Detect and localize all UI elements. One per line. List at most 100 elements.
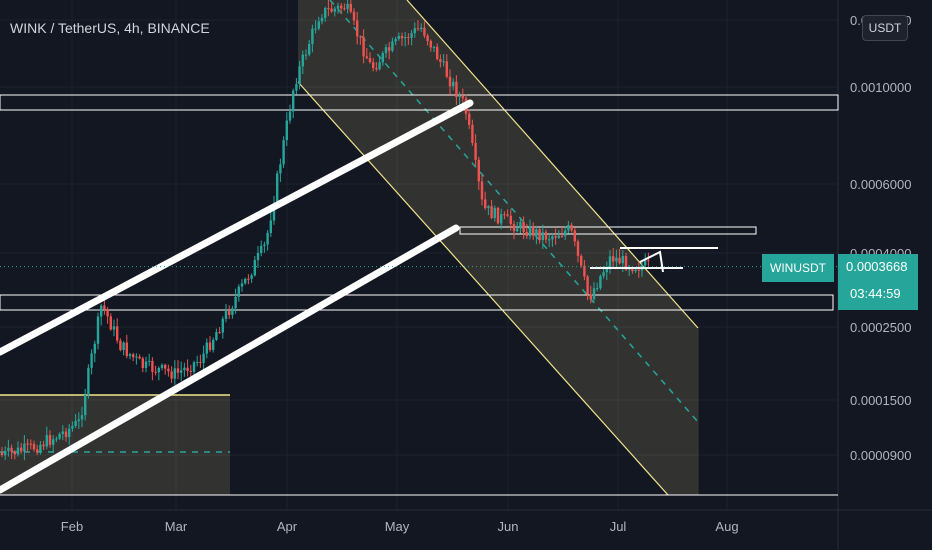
candle — [71, 425, 74, 429]
candle — [436, 46, 439, 60]
candle — [122, 342, 125, 351]
y-tick-label: 0.0001500 — [850, 393, 911, 408]
candle — [234, 296, 237, 309]
candle — [432, 46, 436, 48]
last-price-tag: 0.0003668 03:44:59 — [838, 254, 918, 310]
candle — [375, 67, 378, 70]
candle — [496, 207, 500, 224]
candle — [160, 364, 164, 369]
candle — [442, 61, 445, 63]
candle — [394, 38, 397, 42]
candle — [420, 27, 423, 30]
candle — [295, 83, 298, 91]
candle — [583, 265, 586, 277]
candle — [538, 229, 541, 241]
time-axis[interactable]: Feb Mar Apr May Jun Jul Aug — [61, 519, 739, 534]
overlay-layer[interactable] — [0, 99, 838, 494]
symbol-tag: WINUSDT — [762, 254, 834, 282]
candle — [599, 276, 602, 289]
candle — [106, 309, 109, 317]
candle — [292, 90, 295, 112]
candle — [199, 361, 202, 363]
candle — [285, 120, 288, 141]
candle — [128, 354, 132, 357]
candle — [288, 111, 292, 121]
candle — [282, 140, 285, 165]
candle — [84, 394, 87, 416]
price-axis[interactable]: 0.00140000.00100000.00060000.00040000.00… — [850, 13, 911, 463]
candle — [548, 239, 551, 241]
candle — [580, 255, 583, 266]
candle — [413, 28, 416, 34]
candle — [23, 443, 26, 452]
candle — [317, 21, 320, 29]
candle — [426, 35, 429, 41]
candle — [74, 420, 77, 426]
candle — [471, 124, 474, 143]
candle — [173, 368, 176, 379]
candle — [480, 181, 484, 200]
candle — [29, 443, 32, 445]
candle — [564, 230, 567, 237]
x-tick-label: May — [385, 519, 410, 534]
candle — [132, 354, 135, 358]
candle — [647, 260, 650, 262]
candle — [474, 142, 477, 160]
candle — [404, 36, 407, 39]
candle — [452, 81, 455, 87]
candle — [87, 367, 90, 395]
candle — [586, 276, 589, 295]
candle — [349, 3, 352, 12]
candle — [336, 5, 340, 9]
candle — [631, 268, 634, 272]
descending-channel-upper — [406, 0, 699, 329]
candle — [468, 113, 471, 125]
candle — [445, 61, 448, 77]
candle — [525, 231, 528, 237]
candle — [61, 431, 64, 435]
candle — [381, 53, 384, 63]
candle — [269, 220, 272, 233]
candle — [516, 228, 519, 232]
candle — [522, 222, 525, 232]
candle — [551, 236, 554, 240]
candle — [615, 257, 618, 262]
bar-countdown: 03:44:59 — [850, 286, 901, 301]
candle — [68, 428, 71, 438]
candle — [202, 353, 205, 363]
candle — [298, 66, 301, 84]
candle — [544, 232, 548, 240]
candle — [45, 435, 48, 447]
candle — [634, 269, 637, 272]
candle — [541, 232, 544, 241]
candle — [244, 278, 247, 284]
candle — [490, 206, 493, 219]
candle — [144, 361, 148, 369]
candle — [368, 58, 372, 63]
candle — [327, 8, 330, 10]
candle — [308, 44, 311, 55]
candle — [7, 447, 10, 451]
candle — [279, 164, 282, 174]
candle — [218, 332, 221, 334]
candle — [20, 447, 23, 452]
candle — [416, 28, 420, 30]
candle — [340, 5, 343, 9]
descending-channel-lower — [297, 81, 669, 496]
candle — [103, 305, 106, 310]
candle — [573, 230, 576, 242]
candle — [365, 56, 368, 59]
candle — [378, 62, 381, 70]
candle — [205, 342, 208, 354]
candle — [519, 222, 522, 229]
candle — [13, 451, 16, 455]
descending-channel-fill — [298, 0, 698, 495]
candle — [48, 435, 52, 445]
currency-button[interactable]: USDT — [862, 15, 908, 41]
candle — [448, 76, 452, 87]
candle — [487, 206, 490, 209]
candle — [16, 447, 20, 455]
candle — [176, 368, 180, 373]
candle — [439, 59, 442, 63]
